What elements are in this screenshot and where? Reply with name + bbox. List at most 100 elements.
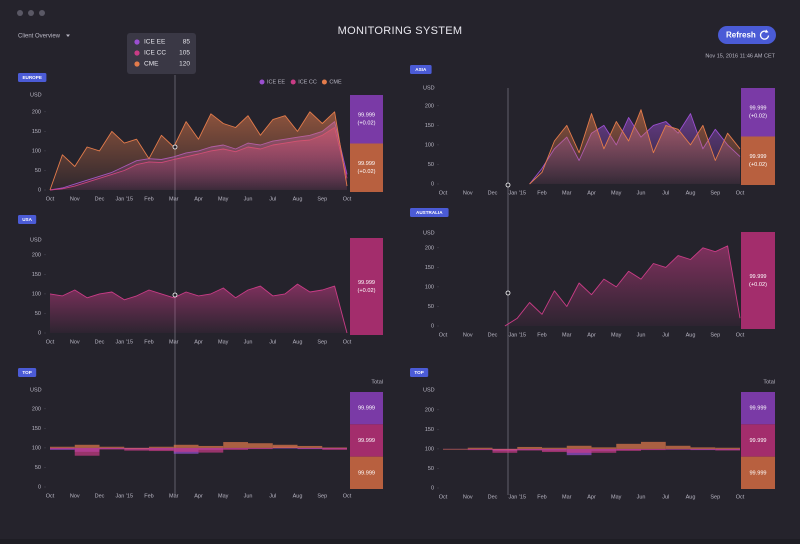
window-dot[interactable]: [28, 10, 34, 16]
x-tick-label: Sep: [710, 332, 720, 338]
region-badge: [410, 65, 432, 74]
y-tick-label: 100: [425, 142, 434, 148]
x-tick-label: Feb: [144, 339, 153, 345]
bar: [715, 448, 740, 451]
x-tick-label: May: [218, 196, 229, 202]
area-fill: [50, 111, 347, 190]
total-box: [741, 88, 775, 137]
tooltip-dot: [134, 39, 140, 45]
x-tick-label: Aug: [293, 196, 303, 202]
series-line: [49, 283, 348, 334]
y-tick-label: 0: [431, 323, 434, 329]
x-tick-label: May: [611, 190, 622, 196]
bar: [124, 447, 149, 451]
window-dot[interactable]: [17, 10, 23, 16]
panel: TOP USD Total 0 50 100 150 200 Oct Nov Dec Jan '15 F…: [410, 368, 775, 500]
x-tick-label: Oct: [439, 332, 448, 338]
x-tick-label: Mar: [169, 196, 179, 202]
bar: [690, 447, 716, 449]
x-tick-label: Oct: [439, 494, 448, 500]
bar: [124, 447, 149, 449]
y-tick-label: 0: [38, 187, 41, 193]
total-value: 99.999: [749, 470, 766, 476]
bar: [223, 447, 248, 450]
x-tick-label: Nov: [70, 196, 80, 202]
y-tick-label: 50: [35, 465, 41, 471]
bar: [492, 448, 518, 450]
y-tick-label: 100: [32, 445, 41, 451]
bar: [74, 444, 100, 448]
panel: TOP USD Total 0 50 100 150 200 Oct Nov Dec Jan '15 F…: [18, 368, 383, 499]
region-badge: [18, 215, 37, 224]
bar: [173, 447, 199, 452]
total-change: (+0.02): [749, 282, 767, 288]
total-change: (+0.02): [749, 162, 767, 168]
y-tick-label: 50: [35, 311, 41, 317]
legend-dot: [259, 79, 265, 85]
dropdown-caret[interactable]: [66, 34, 70, 38]
y-tick-label: 150: [32, 129, 41, 135]
y-tick-label: 0: [431, 485, 434, 491]
refresh-icon[interactable]: [759, 30, 770, 40]
x-tick-label: Feb: [144, 196, 153, 202]
legend-label: ICE CC: [298, 79, 317, 85]
bar: [173, 444, 199, 448]
tooltip-value: 85: [183, 39, 191, 46]
bar: [149, 446, 174, 448]
y-tick-label: 0: [431, 181, 434, 187]
region-badge: [410, 208, 449, 217]
refresh-button[interactable]: [718, 26, 776, 44]
x-tick-label: Jan '15: [115, 196, 133, 202]
hover-point: [505, 290, 511, 296]
series-line: [49, 111, 348, 191]
region-label: ASIA: [415, 67, 427, 72]
total-box: [741, 136, 775, 185]
x-tick-label: Aug: [686, 190, 696, 196]
bar: [74, 447, 100, 456]
x-tick-label: Jul: [269, 196, 276, 202]
tooltip-name: ICE CC: [144, 50, 166, 57]
x-tick-label: Sep: [317, 493, 327, 499]
bar: [149, 447, 174, 452]
x-tick-label: May: [611, 332, 622, 338]
x-tick-label: Dec: [488, 332, 498, 338]
x-tick-label: Dec: [95, 196, 105, 202]
region-label: TOP: [22, 370, 31, 375]
y-axis-label: USD: [30, 92, 42, 98]
x-tick-label: Jul: [269, 339, 276, 345]
hover-point: [172, 144, 178, 150]
x-tick-label: Jun: [637, 494, 646, 500]
y-tick-label: 50: [428, 162, 434, 168]
y-axis-label: USD: [423, 85, 435, 91]
x-tick-label: Apr: [194, 493, 203, 499]
bar: [272, 444, 298, 448]
x-tick-label: Jan '15: [508, 494, 526, 500]
tooltip-dot: [134, 50, 140, 56]
refresh-label[interactable]: Refresh: [726, 31, 756, 40]
window-dot[interactable]: [39, 10, 45, 16]
panels: EUROPE USD 0 50 100 150 200 Oct Nov Dec Jan '15 Feb…: [18, 65, 775, 500]
legend-label: CME: [329, 79, 342, 85]
y-tick-label: 100: [32, 148, 41, 154]
timestamp: Nov 15, 2016 11:46 AM CET: [705, 53, 775, 59]
bar: [566, 448, 592, 453]
bar: [492, 448, 518, 453]
region-label: EUROPE: [22, 75, 41, 80]
bar: [443, 448, 468, 450]
y-axis-label: USD: [30, 237, 42, 243]
region-badge: [410, 368, 429, 377]
x-tick-label: Mar: [562, 332, 572, 338]
y-tick-label: 150: [425, 427, 434, 433]
region-label: AUSTRALIA: [416, 210, 443, 215]
legend-dot: [290, 79, 296, 85]
client-menu[interactable]: Client Overview: [18, 34, 61, 40]
region-label: USA: [22, 217, 32, 222]
legend-label: ICE EE: [267, 79, 285, 85]
x-tick-label: May: [218, 339, 229, 345]
x-tick-label: Oct: [439, 190, 448, 196]
bar: [566, 445, 592, 449]
x-tick-label: Jan '15: [508, 190, 526, 196]
x-tick-label: Feb: [537, 332, 546, 338]
x-tick-label: Oct: [736, 332, 745, 338]
refresh-icon-arrow[interactable]: [765, 29, 769, 33]
